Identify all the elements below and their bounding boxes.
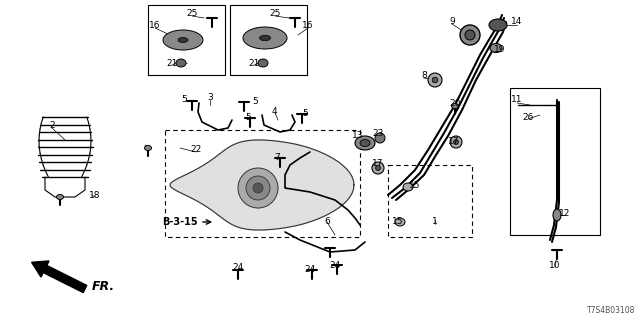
Text: 5: 5 [245, 113, 251, 122]
Circle shape [432, 77, 438, 83]
Text: 25: 25 [269, 9, 281, 18]
Ellipse shape [56, 195, 63, 199]
Text: 6: 6 [324, 218, 330, 227]
Text: 12: 12 [559, 210, 571, 219]
Text: 5: 5 [252, 97, 258, 106]
Bar [148, 5, 225, 75]
Text: 24: 24 [305, 266, 316, 275]
Ellipse shape [163, 30, 203, 50]
Text: 15: 15 [409, 180, 420, 189]
Ellipse shape [178, 37, 188, 43]
Text: 20: 20 [449, 99, 461, 108]
Text: 24: 24 [232, 263, 244, 273]
Ellipse shape [355, 136, 375, 150]
Circle shape [450, 136, 462, 148]
Bar [388, 165, 472, 237]
Text: 17: 17 [372, 158, 384, 167]
Text: 19: 19 [494, 45, 506, 54]
Circle shape [238, 168, 278, 208]
Ellipse shape [259, 35, 271, 41]
Text: 9: 9 [449, 18, 455, 27]
Bar [510, 88, 600, 235]
Ellipse shape [258, 59, 268, 67]
Circle shape [428, 73, 442, 87]
Ellipse shape [360, 140, 370, 147]
Circle shape [460, 25, 480, 45]
Ellipse shape [403, 183, 413, 191]
FancyArrow shape [31, 261, 87, 292]
Ellipse shape [145, 146, 152, 150]
Text: 16: 16 [149, 21, 161, 30]
Text: 3: 3 [207, 92, 213, 101]
Text: 2: 2 [49, 121, 55, 130]
Text: 5: 5 [181, 95, 187, 105]
Text: 24: 24 [330, 260, 340, 269]
Text: 23: 23 [372, 129, 384, 138]
Circle shape [376, 166, 380, 170]
Text: 13: 13 [352, 131, 364, 140]
Text: 17: 17 [448, 138, 460, 147]
Text: B-3-15: B-3-15 [162, 217, 198, 227]
Text: 14: 14 [511, 18, 523, 27]
Ellipse shape [451, 103, 458, 108]
Text: 25: 25 [186, 9, 198, 18]
Bar [230, 5, 307, 75]
Text: T7S4B03108: T7S4B03108 [587, 306, 635, 315]
Text: 22: 22 [190, 146, 202, 155]
Text: 26: 26 [522, 113, 534, 122]
Circle shape [454, 140, 458, 144]
Circle shape [253, 183, 263, 193]
Text: 7: 7 [274, 153, 280, 162]
Circle shape [375, 133, 385, 143]
Text: 15: 15 [392, 218, 404, 227]
Text: 1: 1 [432, 218, 438, 227]
Text: 16: 16 [302, 21, 314, 30]
Text: FR.: FR. [92, 281, 115, 293]
Circle shape [372, 162, 384, 174]
Ellipse shape [489, 19, 507, 31]
Text: 4: 4 [271, 108, 277, 116]
Text: 11: 11 [511, 95, 523, 105]
Ellipse shape [395, 218, 405, 226]
Text: 21: 21 [166, 59, 178, 68]
Bar [165, 130, 360, 237]
Text: 8: 8 [421, 71, 427, 81]
Text: 21: 21 [248, 59, 260, 68]
Text: 18: 18 [89, 190, 100, 199]
Ellipse shape [490, 44, 502, 52]
Ellipse shape [553, 209, 561, 221]
Circle shape [246, 176, 270, 200]
Ellipse shape [243, 27, 287, 49]
Polygon shape [170, 140, 354, 230]
Circle shape [465, 30, 475, 40]
Text: 5: 5 [302, 108, 308, 117]
Text: 10: 10 [549, 260, 561, 269]
Ellipse shape [176, 59, 186, 67]
